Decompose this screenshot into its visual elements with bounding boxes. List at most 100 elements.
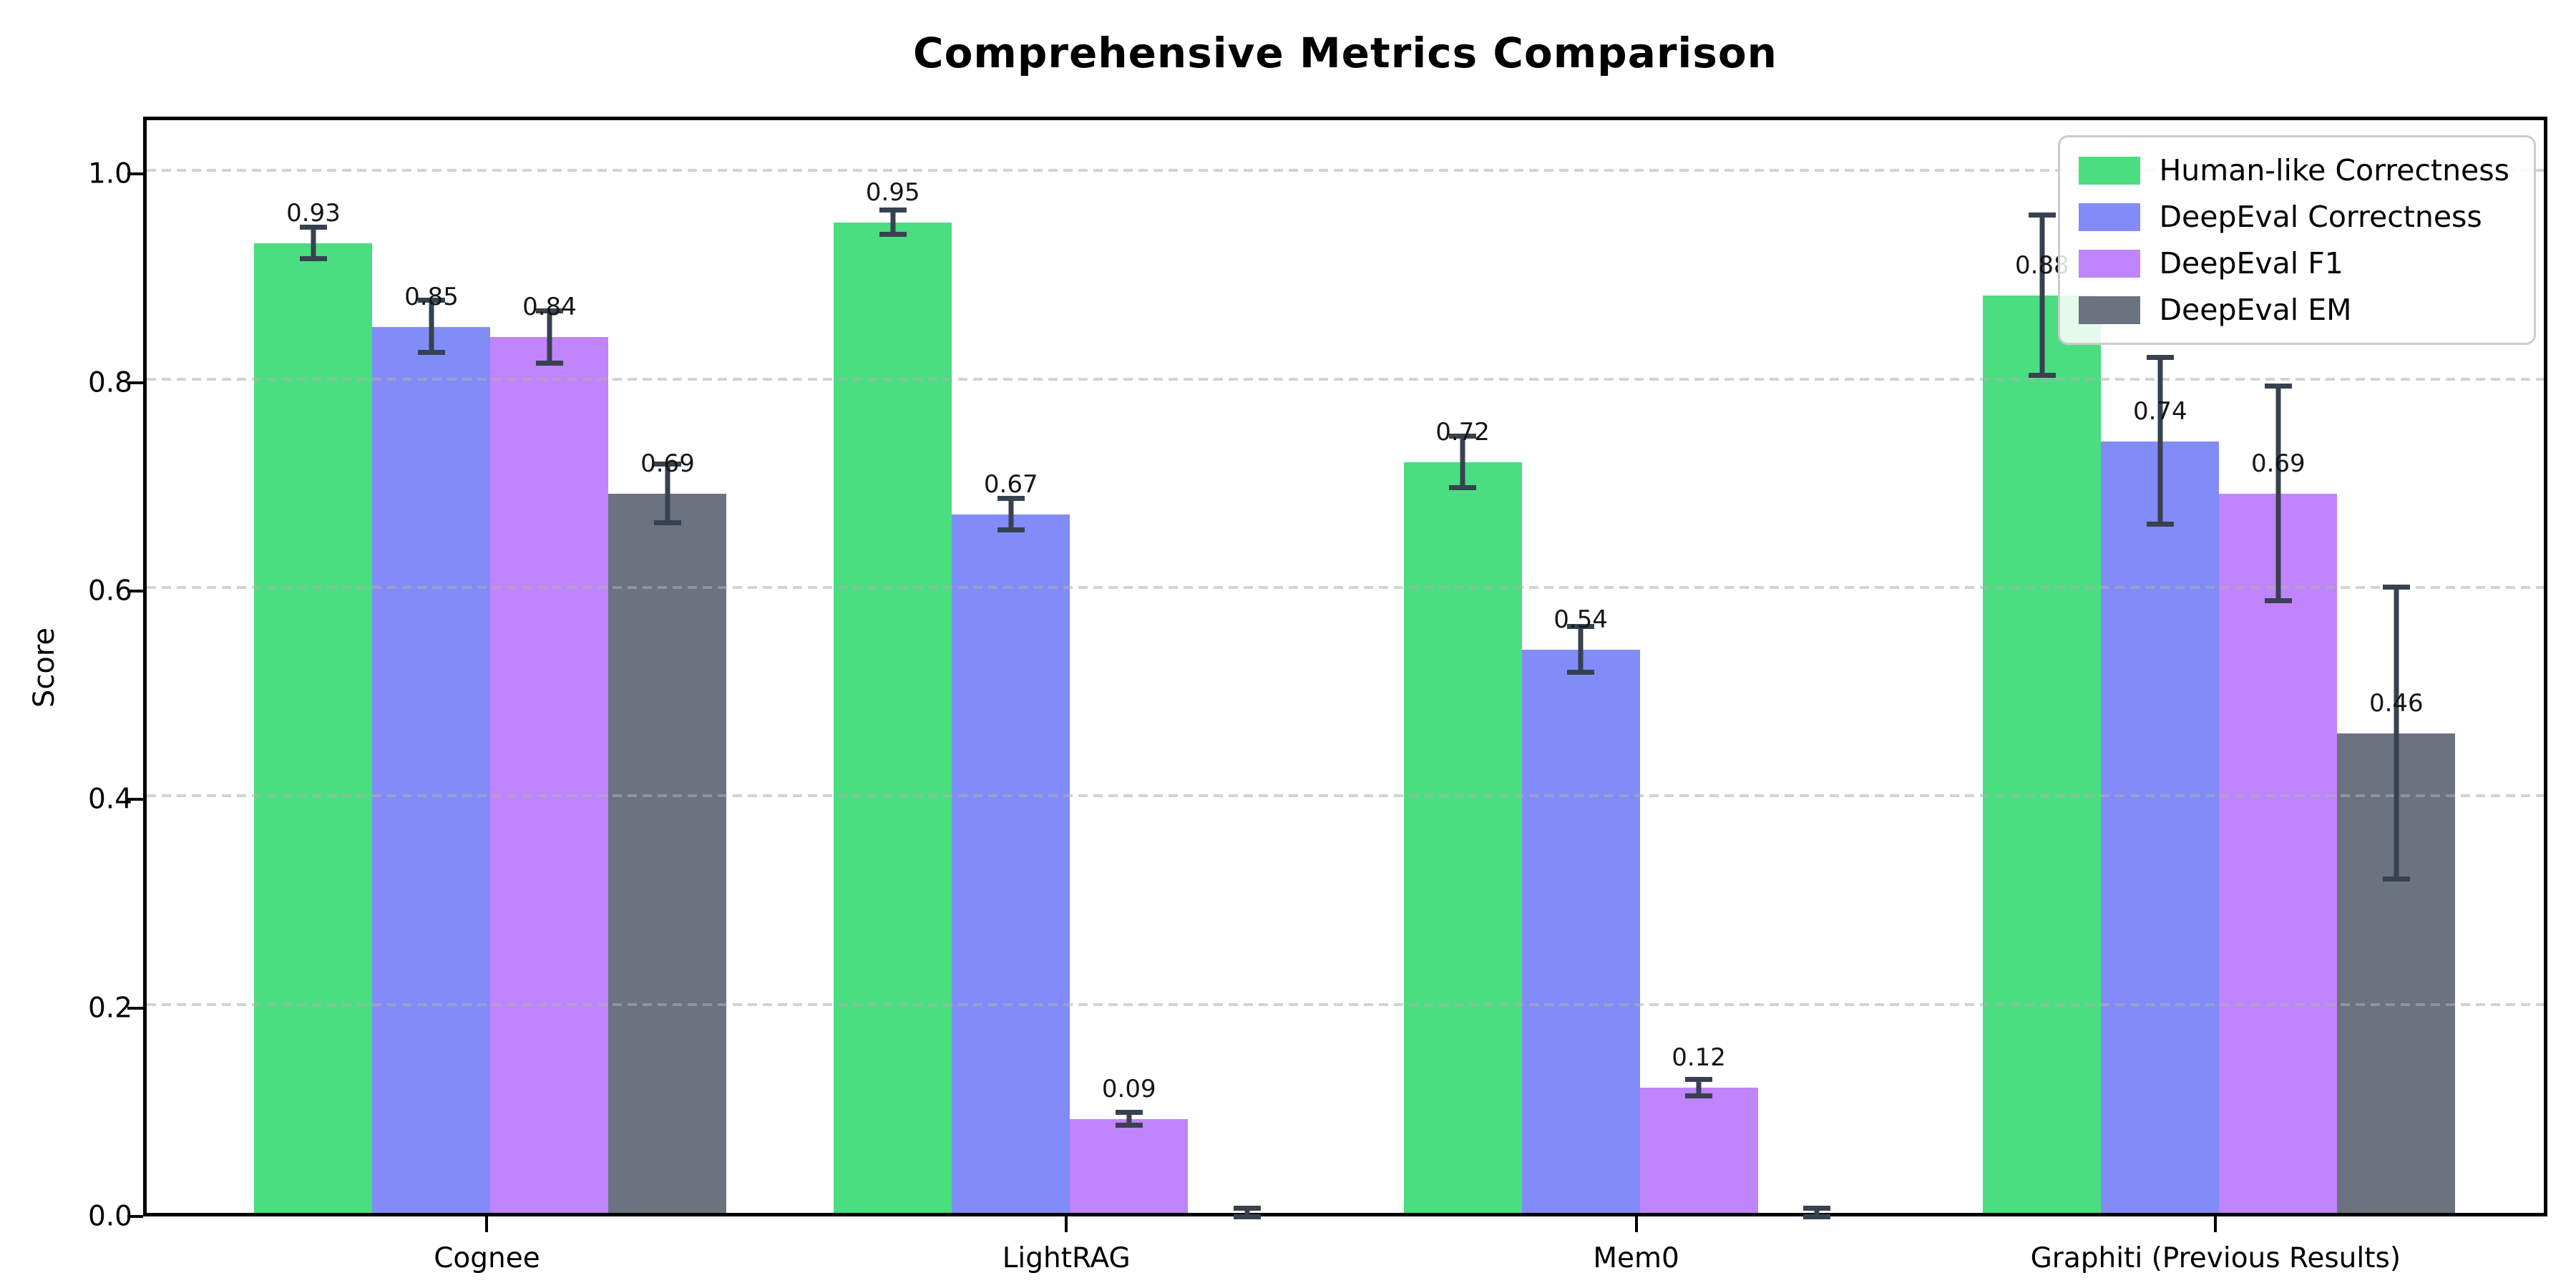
legend-row-1: DeepEval Correctness <box>2079 200 2509 234</box>
error-cap-bottom-2-3 <box>2264 597 2292 603</box>
error-cap-bottom-1-1 <box>997 527 1025 532</box>
error-bar-3-0 <box>665 464 670 523</box>
legend-row-2: DeepEval F1 <box>2079 246 2509 280</box>
bar-deepeval-correctness-2 <box>1521 650 1640 1213</box>
error-cap-top-2-0 <box>535 308 563 313</box>
bar-value-label-0-0: 0.93 <box>286 199 341 228</box>
gridline-y-0.8 <box>147 377 2544 381</box>
error-bar-2-3 <box>2275 386 2281 601</box>
legend-label-0: Human-like Correctness <box>2159 153 2509 187</box>
error-cap-bottom-1-0 <box>417 350 445 356</box>
error-cap-top-1-1 <box>997 496 1025 502</box>
bar-deepeval-f1-1 <box>1070 1118 1189 1213</box>
ytick-label-0.8: 0.8 <box>87 366 132 399</box>
legend-row-0: Human-like Correctness <box>2079 153 2509 187</box>
error-bar-0-3 <box>2039 215 2045 376</box>
error-bar-0-2 <box>1460 436 1465 489</box>
error-cap-bottom-0-3 <box>2028 373 2056 379</box>
bar-human-like-correctness-3 <box>1983 295 2102 1213</box>
ytick-label-0.0: 0.0 <box>87 1200 132 1233</box>
bar-value-label-2-2: 0.12 <box>1672 1043 1726 1073</box>
ytick-mark-0.2 <box>127 1006 143 1010</box>
error-cap-top-0-3 <box>2028 212 2056 218</box>
error-cap-top-1-0 <box>417 298 445 303</box>
error-cap-top-1-3 <box>2146 355 2174 361</box>
error-cap-bottom-3-0 <box>653 519 681 525</box>
legend-label-2: DeepEval F1 <box>2159 246 2343 280</box>
ytick-mark-1.0 <box>127 172 143 176</box>
gridline-y-0.6 <box>147 585 2544 589</box>
bar-value-label-0-1: 0.95 <box>865 178 920 208</box>
legend: Human-like Correctness DeepEval Correctne… <box>2058 135 2536 345</box>
ytick-label-0.2: 0.2 <box>87 992 132 1025</box>
bar-value-label-2-0: 0.84 <box>522 293 577 322</box>
error-bar-2-2 <box>1696 1079 1702 1096</box>
bar-labels-layer: 0.93 0.95 0.72 0.88 0.85 0.67 0.54 0.74 0.84 0.09… <box>147 120 2544 1213</box>
ytick-label-0.6: 0.6 <box>87 575 132 608</box>
legend-label-3: DeepEval EM <box>2159 293 2352 327</box>
error-cap-bottom-2-1 <box>1115 1122 1143 1128</box>
ytick-mark-0.4 <box>127 798 143 801</box>
bar-deepeval-f1-3 <box>2219 493 2338 1213</box>
bar-value-label-3-0: 0.69 <box>640 449 695 478</box>
bar-value-label-3-3: 0.46 <box>2368 689 2424 718</box>
error-cap-bottom-0-2 <box>1449 485 1477 491</box>
error-bar-0-0 <box>311 228 316 259</box>
legend-row-3: DeepEval EM <box>2079 293 2509 327</box>
ytick-label-0.4: 0.4 <box>87 783 132 816</box>
xtick-mark-0 <box>485 1216 489 1232</box>
legend-swatch-icon <box>2079 156 2141 185</box>
bar-deepeval-correctness-1 <box>952 514 1070 1213</box>
xtick-label-0: Cognee <box>434 1242 540 1274</box>
error-cap-top-3-0 <box>653 461 681 467</box>
gridline-y-0.2 <box>147 1002 2544 1006</box>
bars-layer <box>147 120 2544 1213</box>
error-bar-2-0 <box>547 311 552 364</box>
error-cap-bottom-3-2 <box>1803 1214 1831 1219</box>
bar-deepeval-f1-2 <box>1639 1088 1758 1213</box>
error-bar-1-2 <box>1578 627 1584 673</box>
bar-human-like-correctness-1 <box>834 222 952 1213</box>
bar-human-like-correctness-0 <box>254 243 373 1213</box>
error-bar-1-1 <box>1008 499 1014 530</box>
error-bar-1-0 <box>429 301 434 353</box>
ytick-mark-0.0 <box>127 1215 143 1218</box>
gridline-y-1.0 <box>147 169 2544 172</box>
plot-area: 0.93 0.95 0.72 0.88 0.85 0.67 0.54 0.74 0.84 0.09… <box>143 117 2547 1219</box>
error-cap-bottom-2-2 <box>1685 1093 1713 1098</box>
error-cap-bottom-2-0 <box>535 360 563 366</box>
error-cap-top-2-3 <box>2264 383 2292 389</box>
chart-title: Comprehensive Metrics Comparison <box>913 29 1777 77</box>
ytick-mark-0.6 <box>127 589 143 592</box>
xtick-mark-2 <box>1634 1216 1638 1232</box>
gridline-y-0.4 <box>147 794 2544 798</box>
grid-layer <box>147 120 2544 1213</box>
error-cap-top-0-2 <box>1449 433 1477 439</box>
legend-swatch-icon <box>2079 203 2141 231</box>
bar-deepeval-em-0 <box>608 493 727 1213</box>
error-cap-bottom-0-0 <box>299 255 327 261</box>
error-bar-3-3 <box>2394 587 2399 879</box>
bar-value-label-1-0: 0.85 <box>404 282 459 311</box>
xtick-label-2: Mem0 <box>1593 1242 1679 1274</box>
error-cap-top-0-1 <box>879 207 907 213</box>
error-cap-top-3-1 <box>1233 1206 1261 1211</box>
error-cap-bottom-3-1 <box>1233 1214 1261 1219</box>
error-cap-top-3-2 <box>1803 1206 1831 1211</box>
bar-value-label-2-1: 0.09 <box>1101 1075 1156 1104</box>
error-cap-bottom-0-1 <box>879 232 907 238</box>
error-bar-0-1 <box>890 210 896 235</box>
xtick-label-3: Graphiti (Previous Results) <box>2030 1242 2401 1274</box>
error-cap-top-2-1 <box>1115 1110 1143 1116</box>
bar-deepeval-correctness-3 <box>2101 441 2220 1213</box>
error-cap-bottom-1-3 <box>2146 522 2174 527</box>
error-bars-layer <box>147 120 2544 1219</box>
legend-swatch-icon <box>2079 249 2141 278</box>
xtick-label-1: LightRAG <box>1002 1242 1131 1274</box>
error-cap-bottom-1-2 <box>1567 670 1595 675</box>
error-bar-2-1 <box>1126 1113 1132 1126</box>
bar-deepeval-correctness-0 <box>372 326 491 1213</box>
ytick-mark-0.8 <box>127 381 143 384</box>
ytick-label-1.0: 1.0 <box>87 157 132 190</box>
